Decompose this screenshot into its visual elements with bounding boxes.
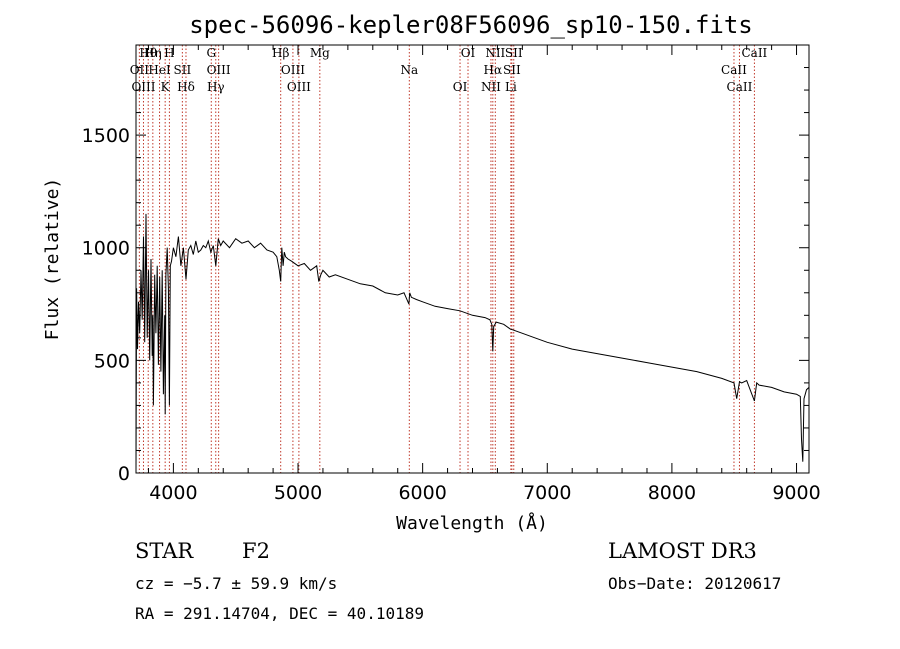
y-tick-label: 500 (94, 350, 130, 372)
spectral-line-label: SII (503, 63, 521, 77)
spectral-line-label: NII (485, 46, 505, 60)
spectral-line-label: Li (505, 80, 517, 94)
x-axis-label: Wavelength (Å) (396, 512, 548, 534)
spectral-line-label: Hη (144, 46, 162, 60)
x-tick-label: 6000 (398, 482, 446, 504)
spectral-line-label: SII (174, 63, 192, 77)
object-class: STAR (135, 539, 194, 563)
spectral-line-label: Hα (484, 63, 503, 77)
spectral-line-label: HeI (148, 63, 171, 77)
spectral-line-label: Hβ (272, 46, 289, 60)
y-tick-label: 1000 (82, 238, 130, 260)
spectral-line-label: K (161, 80, 171, 94)
survey-name: LAMOST DR3 (608, 539, 757, 563)
spectral-line-label: CaII (727, 80, 753, 94)
spectral-line-label: G (206, 46, 216, 60)
spectral-line-label: OII (130, 63, 150, 77)
spectral-line-label: Hγ (207, 80, 225, 94)
spectral-line-label: NII (481, 80, 501, 94)
spectral-line-label: CaII (721, 63, 747, 77)
observation-date: Obs−Date: 20120617 (608, 574, 781, 593)
coordinates: RA = 291.14704, DEC = 40.10189 (135, 604, 424, 623)
spectral-line-labels: HθOIIOIIIHηHeIKHSIIHδGOIIIHγHβOIIIOIIIMg… (130, 46, 768, 94)
spectral-line-label: Hδ (177, 80, 195, 94)
spectral-line-label: CaII (741, 46, 767, 60)
spectral-line-label: Na (400, 63, 418, 77)
object-subclass: F2 (242, 539, 270, 563)
spectral-line-label: Mg (310, 46, 330, 60)
y-tick-label: 0 (118, 463, 130, 485)
spectral-line-label: H (164, 46, 174, 60)
redshift-cz: cz = −5.7 ± 59.9 km/s (135, 574, 337, 593)
spectral-line-label: SII (505, 46, 523, 60)
spectral-line-label: Hθ (139, 46, 157, 60)
spectral-line-markers (138, 45, 755, 473)
x-tick-label: 7000 (523, 482, 571, 504)
chart-title: spec-56096-kepler08F56096_sp10-150.fits (189, 11, 753, 39)
spectral-line-label: OI (453, 80, 468, 94)
x-tick-label: 5000 (274, 482, 322, 504)
plot-frame (135, 44, 810, 474)
y-axis-ticks: 0 500 1000 1500 (82, 67, 809, 485)
spectral-line-label: OIII (281, 63, 305, 77)
x-axis-ticks: 4000 5000 6000 7000 8000 9000 (147, 45, 821, 504)
x-tick-label: 4000 (149, 482, 197, 504)
y-axis-label: Flux (relative) (42, 178, 63, 341)
spectral-line-label: OIII (287, 80, 311, 94)
y-tick-label: 1500 (82, 125, 130, 147)
x-tick-label: 9000 (772, 482, 820, 504)
spectral-line-label: OIII (207, 63, 231, 77)
spectrum-line (135, 213, 810, 471)
spectral-line-label: OIII (131, 80, 155, 94)
spectral-line-label: OI (461, 46, 476, 60)
x-tick-label: 8000 (648, 482, 696, 504)
